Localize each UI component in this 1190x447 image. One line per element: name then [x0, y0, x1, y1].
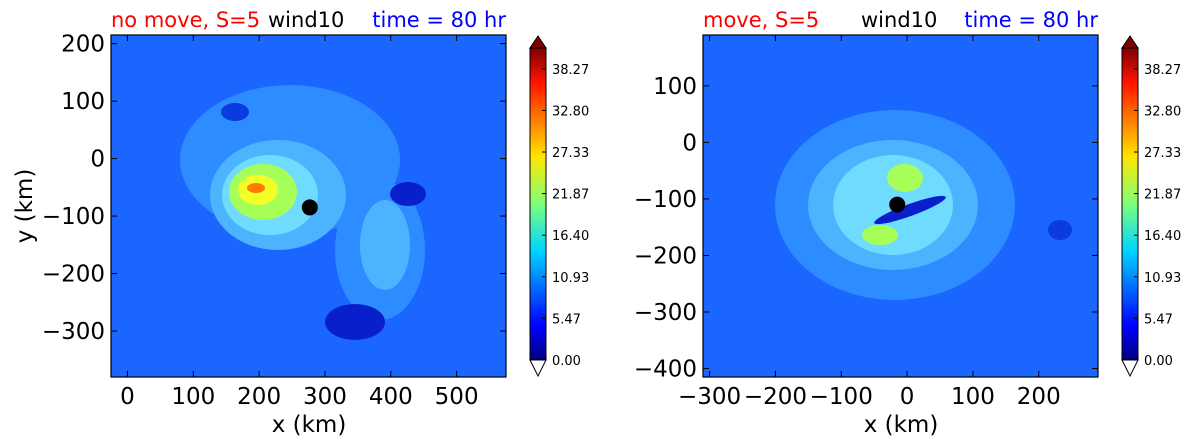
colorbar-extend-min: [1121, 359, 1139, 378]
colorbar-tick-label: 5.47: [552, 312, 581, 327]
y-tick-label: −300: [634, 300, 697, 326]
y-ticks: −300 −200 −100 0 100 200: [42, 32, 506, 345]
x-tick-label: 300: [303, 384, 347, 410]
title-center: wind10: [268, 8, 344, 32]
colorbar-tick-label: 21.87: [552, 188, 589, 203]
y-tick-label: −400: [634, 357, 697, 383]
plot-area: [702, 34, 1099, 378]
colorbar-tick-label: 32.80: [552, 104, 589, 119]
colorbar-extend-min: [529, 359, 547, 378]
colorbar-tick-label: 10.93: [552, 271, 589, 286]
colorbar-extend-max: [1121, 35, 1139, 49]
colorbar-tick-label: 38.27: [552, 63, 589, 78]
x-tick-label: 400: [369, 384, 413, 410]
colorbar-tick-label: 38.27: [1144, 63, 1181, 78]
y-tick-label: 200: [61, 32, 105, 58]
x-tick-label: −300: [678, 384, 741, 410]
y-tick-label: −200: [42, 262, 105, 288]
title-center: wind10: [861, 8, 937, 32]
plot-area: [110, 34, 507, 378]
y-ticks: −400 −300 −200 −100 0 100: [634, 74, 1098, 383]
colorbar-bar: [529, 47, 547, 361]
title-right: time = 80 hr: [964, 8, 1098, 32]
colorbar: 0.00 5.47 10.93 16.40 21.87 27.33 32.80 38.27: [529, 35, 589, 378]
chart-panel-left: no move, S=5 wind10 time = 80 hr 0 100 200…: [12, 8, 589, 438]
x-tick-label: 200: [1017, 384, 1061, 410]
storm-center-marker: [301, 199, 318, 216]
x-tick-label: 0: [120, 384, 135, 410]
storm-center-marker: [889, 196, 906, 213]
storm-ring-5: [247, 183, 265, 193]
x-tick-label: −100: [810, 384, 873, 410]
y-tick-label: 0: [682, 130, 697, 156]
colorbar-tick-label: 21.87: [1144, 188, 1181, 203]
x-axis-label: x (km): [864, 412, 939, 438]
colorbar-tick-label: 16.40: [552, 229, 589, 244]
title-left: no move, S=5: [111, 8, 260, 32]
colorbar-extend-max: [529, 35, 547, 49]
colorbar-ticks: 0.00 5.47 10.93 16.40 21.87 27.33 32.80 38.27: [1134, 63, 1181, 369]
y-tick-label: −300: [42, 319, 105, 345]
chart-panel-right: move, S=5 wind10 time = 80 hr −300 −200 −1…: [634, 8, 1181, 438]
x-tick-label: 0: [900, 384, 915, 410]
colorbar-tick-label: 5.47: [1144, 312, 1173, 327]
contour-blobs: [180, 85, 426, 340]
plot-frame: [702, 34, 1099, 378]
colorbar-tick-label: 0.00: [552, 354, 581, 369]
y-tick-label: −200: [634, 243, 697, 269]
colorbar-ticks: 0.00 5.47 10.93 16.40 21.87 27.33 32.80 38.27: [542, 63, 589, 369]
colorbar-tick-label: 10.93: [1144, 271, 1181, 286]
colorbar-tick-label: 16.40: [1144, 229, 1181, 244]
title-right: time = 80 hr: [372, 8, 506, 32]
low-wind-west: [221, 103, 249, 121]
storm-ring-4: [862, 225, 898, 245]
y-tick-label: 0: [90, 147, 105, 173]
low-wind-east: [1048, 220, 1072, 240]
x-tick-label: 200: [237, 384, 281, 410]
y-tick-label: −100: [634, 187, 697, 213]
low-wind-east: [390, 182, 426, 206]
storm-ring-3: [887, 164, 923, 192]
colorbar-tick-label: 32.80: [1144, 104, 1181, 119]
low-wind-south: [325, 304, 385, 340]
colorbar-tick-label: 0.00: [1144, 354, 1173, 369]
x-tick-label: 500: [435, 384, 479, 410]
colorbar: 0.00 5.47 10.93 16.40 21.87 27.33 32.80 38.27: [1121, 35, 1181, 378]
y-tick-label: 100: [653, 74, 697, 100]
plot-frame: [110, 34, 507, 378]
x-tick-label: 100: [951, 384, 995, 410]
y-axis-label: y (km): [12, 169, 38, 244]
x-tick-label: −200: [744, 384, 807, 410]
low-wind-band: [874, 195, 946, 225]
colorbar-tick-label: 27.33: [1144, 146, 1181, 161]
y-tick-label: 100: [61, 89, 105, 115]
title-left: move, S=5: [703, 8, 819, 32]
x-ticks: −300 −200 −100 0 100 200: [678, 35, 1061, 410]
colorbar-tick-label: 27.33: [552, 146, 589, 161]
x-ticks: 0 100 200 300 400 500: [120, 35, 479, 410]
x-tick-label: 100: [171, 384, 215, 410]
y-tick-label: −100: [42, 204, 105, 230]
x-axis-label: x (km): [272, 412, 347, 438]
colorbar-bar: [1121, 47, 1139, 361]
south-band-core: [360, 200, 410, 290]
